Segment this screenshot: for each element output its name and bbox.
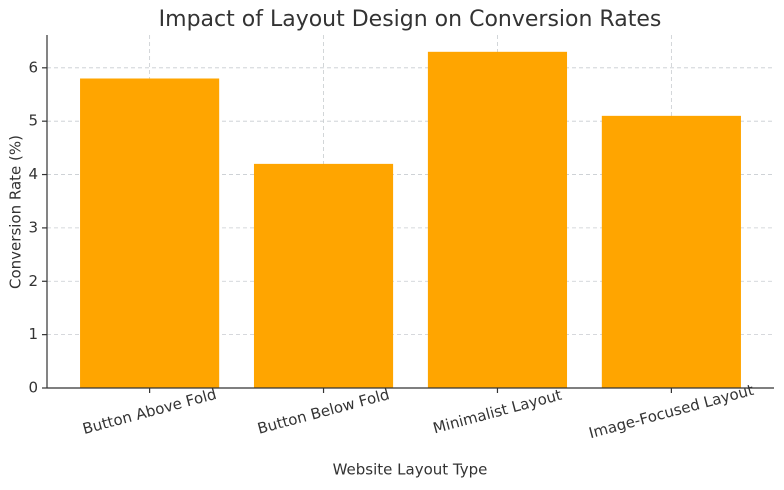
y-tick-label: 3	[28, 218, 38, 236]
x-tick-label: Minimalist Layout	[431, 386, 564, 438]
y-axis-label: Conversion Rate (%)	[7, 135, 25, 289]
bar	[427, 51, 568, 389]
bar	[601, 115, 741, 389]
bar	[80, 78, 220, 389]
bar	[253, 163, 394, 388]
chart-title: Impact of Layout Design on Conversion Ra…	[159, 7, 662, 32]
y-tick-label: 5	[28, 112, 38, 130]
y-tick-label: 6	[28, 58, 38, 76]
bars	[80, 51, 741, 389]
x-tick-label: Button Below Fold	[255, 385, 391, 438]
y-tick-label: 1	[28, 325, 38, 343]
x-axis-label: Website Layout Type	[333, 461, 488, 479]
y-tick-label: 2	[28, 272, 38, 290]
y-tick-label: 0	[28, 379, 38, 397]
y-tick-label: 4	[28, 165, 38, 183]
